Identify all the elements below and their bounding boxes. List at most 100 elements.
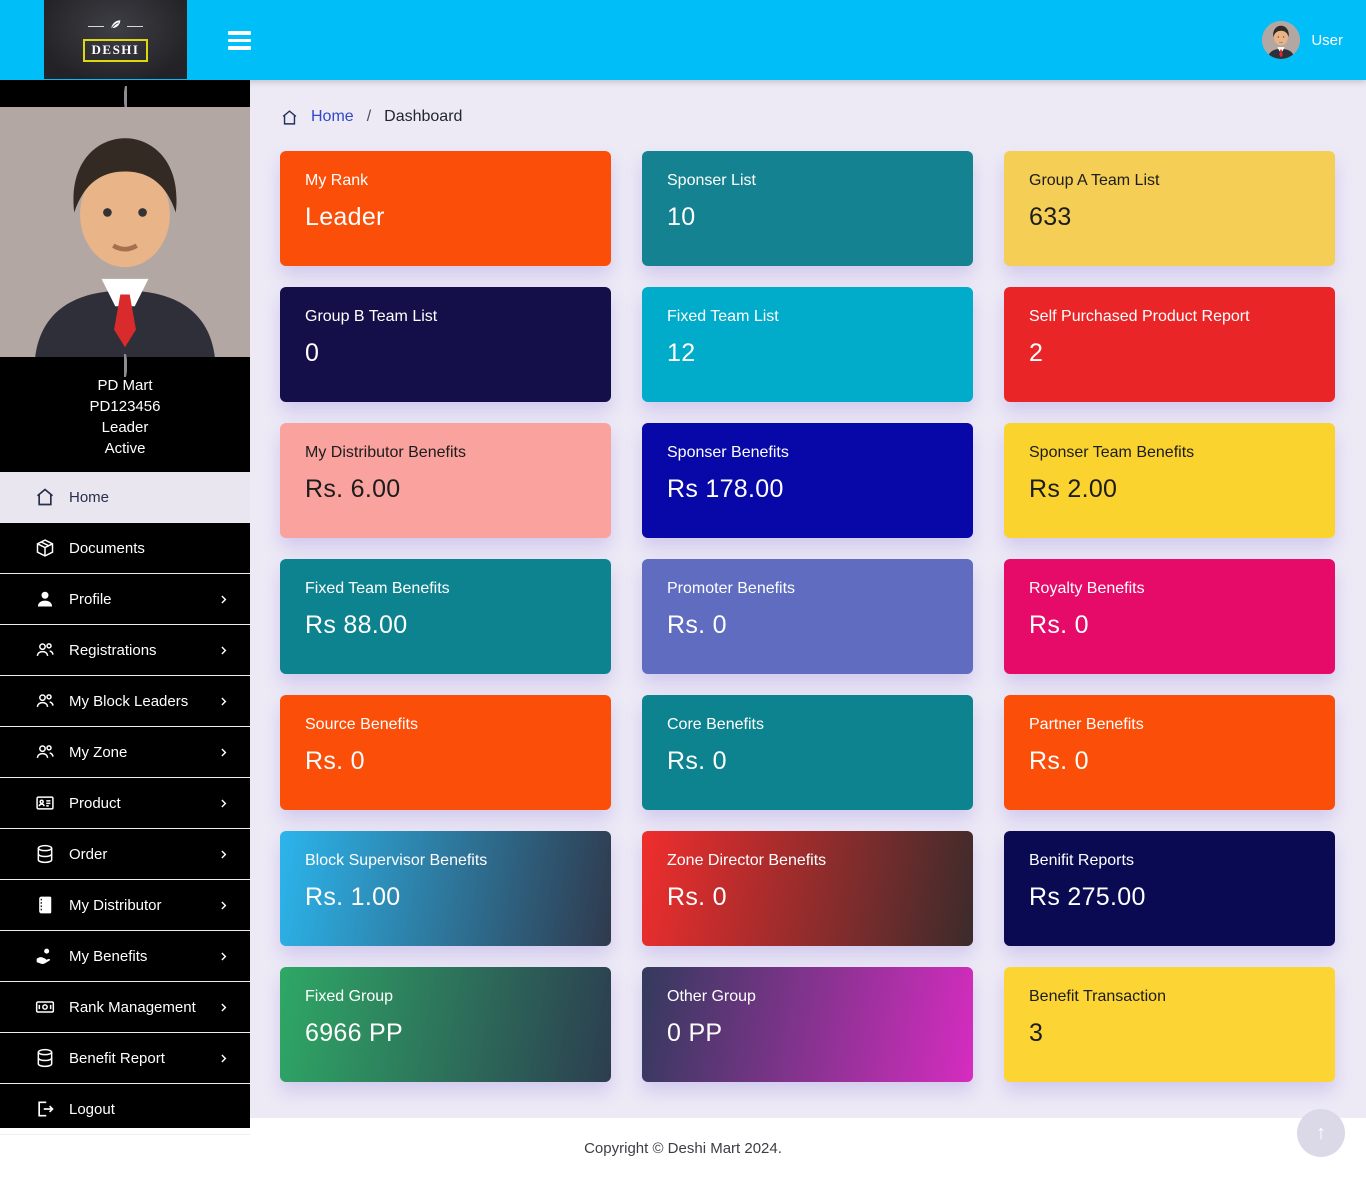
profile-name: PD Mart — [97, 377, 153, 394]
sidebar-item-logout[interactable]: Logout — [0, 1084, 250, 1135]
chevron-right-icon — [217, 797, 230, 810]
card-zone-director-benefits[interactable]: Zone Director Benefits Rs. 0 — [642, 831, 973, 946]
card-fixed-group[interactable]: Fixed Group 6966 PP — [280, 967, 611, 1082]
card-group-b-team-list[interactable]: Group B Team List 0 — [280, 287, 611, 402]
sidebar-item-rank-management[interactable]: Rank Management — [0, 982, 250, 1033]
sidebar-item-label: My Benefits — [69, 947, 148, 965]
card-core-benefits[interactable]: Core Benefits Rs. 0 — [642, 695, 973, 810]
card-label: Sponser Team Benefits — [1029, 444, 1195, 461]
card-value: 6966 PP — [305, 1019, 404, 1047]
scroll-to-top-button[interactable]: ↑ — [1297, 1109, 1345, 1157]
sidebar-item-my-benefits[interactable]: My Benefits — [0, 931, 250, 982]
hand-benefits-icon — [35, 946, 55, 966]
card-my-distributor-benefits[interactable]: My Distributor Benefits Rs. 6.00 — [280, 423, 611, 538]
home-icon — [35, 487, 55, 507]
card-label: Partner Benefits — [1029, 716, 1144, 733]
home-icon[interactable] — [281, 109, 298, 126]
user-icon — [35, 589, 55, 609]
card-label: Group A Team List — [1029, 172, 1160, 189]
sidebar-item-order[interactable]: Order — [0, 829, 250, 880]
sidebar-item-product[interactable]: Product — [0, 778, 250, 829]
card-value: Rs. 0 — [667, 611, 727, 639]
card-value: 633 — [1029, 203, 1072, 231]
card-value: Rs. 0 — [667, 747, 727, 775]
money-bill-icon — [35, 997, 55, 1017]
app-logo[interactable]: DESHI — [44, 0, 187, 79]
sidebar-item-my-zone[interactable]: My Zone — [0, 727, 250, 778]
card-label: Self Purchased Product Report — [1029, 308, 1250, 325]
sidebar-item-label: Registrations — [69, 641, 157, 659]
user-avatar — [1262, 21, 1301, 59]
card-label: Fixed Team Benefits — [305, 580, 450, 597]
card-partner-benefits[interactable]: Partner Benefits Rs. 0 — [1004, 695, 1335, 810]
sidebar: PD Mart PD123456 Leader Active Home Docum… — [0, 80, 250, 1135]
card-value: 0 — [305, 339, 320, 367]
card-block-supervisor-benefits[interactable]: Block Supervisor Benefits Rs. 1.00 — [280, 831, 611, 946]
card-label: Block Supervisor Benefits — [305, 852, 488, 869]
card-value: 2 — [1029, 339, 1044, 367]
sidebar-item-label: My Zone — [69, 743, 128, 761]
card-sponser-list[interactable]: Sponser List 10 — [642, 151, 973, 266]
book-icon — [35, 895, 55, 915]
logo-ornament-line — [88, 26, 104, 27]
card-value: Rs 88.00 — [305, 611, 408, 639]
breadcrumb: Home / Dashboard — [250, 80, 1366, 126]
sidebar-item-label: Profile — [69, 590, 112, 608]
card-royalty-benefits[interactable]: Royalty Benefits Rs. 0 — [1004, 559, 1335, 674]
logo-text: DESHI — [91, 41, 140, 57]
chevron-right-icon — [217, 644, 230, 657]
topbar-user-menu[interactable]: User — [1262, 20, 1343, 60]
sidebar-item-profile[interactable]: Profile — [0, 574, 250, 625]
card-label: Royalty Benefits — [1029, 580, 1145, 597]
copyright-text: Copyright © Deshi Mart 2024. — [584, 1139, 782, 1157]
card-value: 12 — [667, 339, 696, 367]
card-label: Group B Team List — [305, 308, 438, 325]
sidebar-item-label: My Distributor — [69, 896, 162, 914]
sidebar-item-label: Rank Management — [69, 998, 196, 1016]
main-content: Home / Dashboard My Rank Leader Sponser Li… — [250, 80, 1366, 1082]
sidebar-item-label: My Block Leaders — [69, 692, 189, 710]
chevron-right-icon — [217, 1052, 230, 1065]
card-benefit-transaction[interactable]: Benefit Transaction 3 — [1004, 967, 1335, 1082]
sidebar-item-my-distributor[interactable]: My Distributor — [0, 880, 250, 931]
card-value: 10 — [667, 203, 696, 231]
id-card-icon — [35, 793, 55, 813]
card-source-benefits[interactable]: Source Benefits Rs. 0 — [280, 695, 611, 810]
users-icon — [35, 742, 55, 762]
card-fixed-team-benefits[interactable]: Fixed Team Benefits Rs 88.00 — [280, 559, 611, 674]
sidebar-item-my-block-leaders[interactable]: My Block Leaders — [0, 676, 250, 727]
menu-toggle-button[interactable] — [228, 31, 251, 50]
sidebar-item-home[interactable]: Home — [0, 472, 250, 523]
sidebar-profile: PD Mart PD123456 Leader Active — [0, 80, 250, 472]
profile-rank: Leader — [101, 419, 149, 436]
chevron-right-icon — [217, 899, 230, 912]
card-value: Rs. 6.00 — [305, 475, 401, 503]
card-sponser-benefits[interactable]: Sponser Benefits Rs 178.00 — [642, 423, 973, 538]
sidebar-item-documents[interactable]: Documents — [0, 523, 250, 574]
card-promoter-benefits[interactable]: Promoter Benefits Rs. 0 — [642, 559, 973, 674]
card-label: My Rank — [305, 172, 369, 189]
card-fixed-team-list[interactable]: Fixed Team List 12 — [642, 287, 973, 402]
profile-id: PD123456 — [89, 398, 161, 415]
sidebar-item-benefit-report[interactable]: Benefit Report — [0, 1033, 250, 1084]
card-sponser-team-benefits[interactable]: Sponser Team Benefits Rs 2.00 — [1004, 423, 1335, 538]
card-benifit-reports[interactable]: Benifit Reports Rs 275.00 — [1004, 831, 1335, 946]
sidebar-menu: Home Documents Profile Registrations My Bloc… — [0, 472, 250, 1135]
card-value: Rs. 0 — [305, 747, 365, 775]
card-other-group[interactable]: Other Group 0 PP — [642, 967, 973, 1082]
card-my-rank[interactable]: My Rank Leader — [280, 151, 611, 266]
sidebar-item-registrations[interactable]: Registrations — [0, 625, 250, 676]
sidebar-item-label: Order — [69, 845, 108, 863]
card-value: Rs. 0 — [1029, 611, 1089, 639]
card-label: Core Benefits — [667, 716, 764, 733]
card-label: Benefit Transaction — [1029, 988, 1166, 1005]
logout-icon — [35, 1099, 55, 1119]
card-group-a-team-list[interactable]: Group A Team List 633 — [1004, 151, 1335, 266]
chevron-right-icon — [217, 848, 230, 861]
chevron-right-icon — [217, 950, 230, 963]
card-self-purchased-product-report[interactable]: Self Purchased Product Report 2 — [1004, 287, 1335, 402]
breadcrumb-home-link[interactable]: Home — [311, 108, 354, 125]
chevron-right-icon — [217, 695, 230, 708]
card-label: Zone Director Benefits — [667, 852, 827, 869]
sidebar-item-label: Benefit Report — [69, 1049, 165, 1067]
